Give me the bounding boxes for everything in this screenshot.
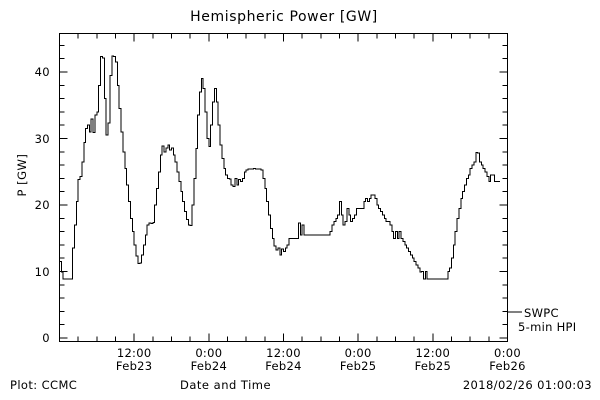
- plot-timestamp: 2018/02/26 01:00:03: [462, 378, 592, 392]
- y-tick-label: 0: [42, 331, 50, 345]
- legend-label-series-name: SWPC: [524, 306, 559, 320]
- y-tick-label: 40: [34, 65, 50, 79]
- x-tick-date: Feb24: [190, 358, 228, 373]
- x-tick-date: Feb24: [265, 358, 302, 373]
- y-axis-label: P [GW]: [15, 153, 29, 197]
- x-tick-label: 0:00 Feb25: [323, 347, 393, 372]
- x-tick-label: 12:00 Feb25: [398, 347, 468, 372]
- x-tick-date: Feb26: [489, 358, 526, 373]
- x-tick-date: Feb23: [115, 358, 153, 373]
- x-tick-time: 12:00: [415, 346, 451, 360]
- x-tick-date: Feb25: [339, 358, 377, 373]
- plot-area: [59, 33, 508, 342]
- x-tick-time: 0:00: [493, 346, 522, 360]
- legend-label-series-detail: 5-min HPI: [518, 320, 577, 334]
- x-axis-label: Date and Time: [180, 378, 272, 392]
- x-tick-date: Feb25: [414, 358, 452, 373]
- x-tick-time: 0:00: [195, 346, 223, 360]
- x-tick-time: 12:00: [266, 346, 301, 360]
- y-tick-label: 30: [34, 131, 50, 146]
- y-tick-label: 20: [34, 198, 50, 212]
- plot-credit: Plot: CCMC: [10, 378, 78, 392]
- x-tick-time: 12:00: [116, 346, 152, 360]
- x-tick-label: 0:00 Feb26: [473, 347, 543, 372]
- x-tick-label: 12:00 Feb23: [99, 347, 169, 372]
- x-tick-label: 12:00 Feb24: [249, 347, 319, 372]
- y-tick-label: 10: [34, 264, 50, 279]
- x-tick-time: 0:00: [344, 346, 372, 360]
- x-tick-label: 0:00 Feb24: [174, 347, 244, 372]
- chart-title: Hemispheric Power [GW]: [190, 9, 378, 25]
